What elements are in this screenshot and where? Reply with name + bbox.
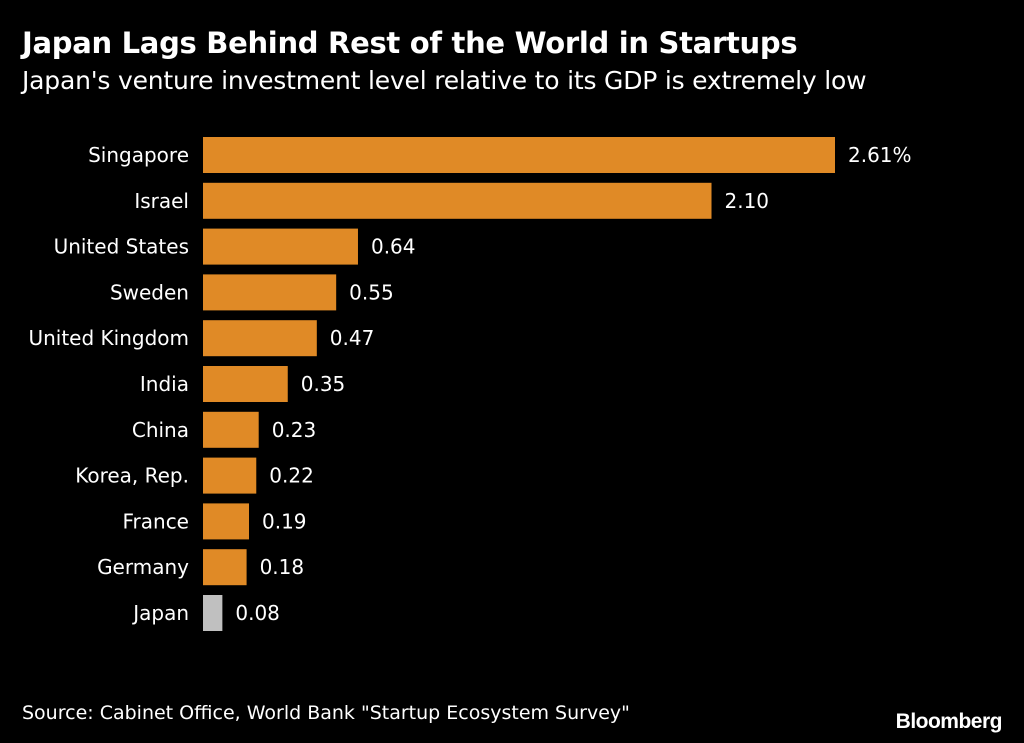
category-label: Japan xyxy=(131,601,189,625)
bar-group: Korea, Rep. 0.22 xyxy=(75,457,314,494)
category-label: United Kingdom xyxy=(28,326,189,350)
category-label: France xyxy=(122,509,189,533)
bar-group: United Kingdom 0.47 xyxy=(28,320,375,357)
chart-subtitle: Japan's venture investment level relativ… xyxy=(22,66,867,95)
category-label: China xyxy=(132,418,189,442)
bar-group: United States 0.64 xyxy=(54,228,416,265)
category-label: Singapore xyxy=(88,143,189,167)
value-label: 0.55 xyxy=(349,280,394,304)
value-label: 0.18 xyxy=(260,555,305,579)
bar xyxy=(203,274,337,311)
category-label: Germany xyxy=(97,555,189,579)
value-label: 2.10 xyxy=(725,189,770,213)
value-label: 0.64 xyxy=(371,235,416,259)
bar xyxy=(203,457,257,494)
value-label: 0.08 xyxy=(235,601,280,625)
value-label: 0.47 xyxy=(330,326,375,350)
bar-group: China 0.23 xyxy=(132,411,317,448)
bar-group: Germany 0.18 xyxy=(97,549,305,586)
bar xyxy=(203,503,250,540)
bar xyxy=(203,366,288,402)
category-label: Sweden xyxy=(110,280,189,304)
bloomberg-logo: Bloomberg xyxy=(895,710,1003,733)
source-note: Source: Cabinet Office, World Bank "Star… xyxy=(22,702,630,724)
bar xyxy=(203,182,712,219)
bar xyxy=(203,228,358,265)
bar xyxy=(203,137,835,173)
bar xyxy=(203,549,247,586)
category-label: Israel xyxy=(134,189,189,213)
bar-group: Israel 2.10 xyxy=(134,182,770,219)
bar xyxy=(203,411,259,448)
category-label: India xyxy=(140,372,189,396)
value-label: 0.35 xyxy=(301,372,346,396)
bar-group: India 0.35 xyxy=(140,366,345,402)
chart-title: Japan Lags Behind Rest of the World in S… xyxy=(22,26,798,60)
bar-group: Sweden 0.55 xyxy=(110,274,394,311)
value-label: 0.22 xyxy=(269,464,314,488)
category-label: United States xyxy=(54,235,189,259)
bar-group: Singapore 2.61% xyxy=(88,137,912,173)
bar-group: Japan 0.08 xyxy=(131,595,280,631)
value-label: 2.61% xyxy=(848,143,912,167)
bar xyxy=(203,320,317,357)
bar-highlighted xyxy=(203,595,223,631)
bar-group: France 0.19 xyxy=(122,503,307,540)
category-label: Korea, Rep. xyxy=(75,464,189,488)
value-label: 0.19 xyxy=(262,509,307,533)
value-label: 0.23 xyxy=(272,418,317,442)
